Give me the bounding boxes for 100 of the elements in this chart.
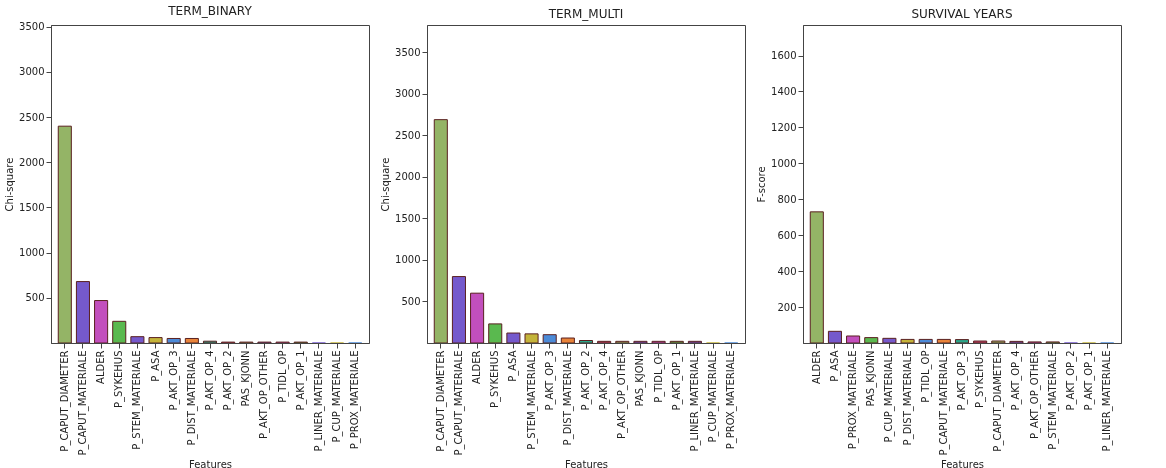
- bar: [451, 276, 466, 343]
- y-tick-label: 1000: [771, 157, 797, 169]
- y-axis-title: Chi-square: [380, 157, 392, 212]
- x-tick-label: P_STEM_MATERIALE: [131, 350, 144, 450]
- x-tick-label: P_AKT_OP_2: [580, 350, 592, 411]
- x-tick-label: P_LINER_MATERIALE: [312, 350, 325, 452]
- y-tick-label: 1400: [771, 85, 797, 97]
- x-tick-label: P_ASA: [828, 350, 841, 382]
- bar: [506, 332, 521, 343]
- x-tick-label: P_AKT_OP_4: [598, 350, 611, 411]
- x-tick-label: P_PROX_MATERIALE: [725, 350, 738, 450]
- x-tick-label: ALDER: [95, 350, 107, 384]
- x-tick-label: P_DIST_MATERIALE: [185, 350, 198, 446]
- x-tick-label: P_CUP_MATERIALE: [331, 350, 344, 443]
- y-tick-label: 200: [777, 301, 797, 313]
- bar: [846, 335, 861, 343]
- x-tick-label: P_AKT_OP_1: [294, 350, 307, 411]
- x-tick-label: P_CAPUT_MATERIALE: [937, 350, 950, 456]
- x-tick-label: P_DIST_MATERIALE: [901, 350, 914, 446]
- bar: [936, 338, 951, 343]
- x-tick-label: P_ASA: [507, 350, 520, 382]
- y-tick-label: 500: [25, 292, 45, 304]
- y-tick-label: 3000: [19, 66, 45, 78]
- x-tick-label: P_AKT_OP_4: [1010, 350, 1023, 411]
- x-tick-label: P_CAPUT_DIAMETER: [434, 350, 447, 452]
- y-tick-label: 2500: [395, 129, 421, 141]
- x-tick-label: P_SYKEHUS: [489, 350, 502, 409]
- bar: [184, 337, 199, 343]
- x-tick-label: P_LINER_MATERIALE: [1101, 350, 1114, 452]
- bar: [900, 338, 915, 343]
- y-tick-label: 1500: [19, 201, 45, 213]
- x-tick-label: P_AKT_OP_OTHER: [258, 350, 271, 439]
- x-tick-label: P_STEM_MATERIALE: [1046, 350, 1059, 450]
- bar: [578, 340, 594, 343]
- x-tick-label: P_CUP_MATERIALE: [883, 350, 896, 443]
- bar: [524, 333, 539, 343]
- x-tick-label: P_AKT_OP_OTHER: [616, 350, 629, 439]
- x-axis-title: Features: [565, 458, 608, 468]
- bar: [148, 337, 163, 343]
- x-tick-label: P_DIST_MATERIALE: [561, 350, 574, 446]
- y-tick-label: 1000: [395, 254, 421, 266]
- bar: [433, 119, 448, 343]
- y-tick-label: 3500: [19, 21, 45, 33]
- x-tick-label: P_PROX_MATERIALE: [349, 350, 362, 450]
- y-tick-label: 1000: [19, 247, 45, 259]
- bar: [94, 300, 109, 343]
- x-axis-title: Features: [189, 458, 232, 468]
- y-tick-label: 2000: [395, 171, 421, 183]
- x-tick-label: P_CAPUT_DIAMETER: [58, 350, 71, 452]
- x-tick-label: P_SYKEHUS: [974, 350, 987, 409]
- x-tick-label: P_CAPUT_MATERIALE: [76, 350, 89, 456]
- y-tick-label: 400: [777, 265, 797, 277]
- x-tick-label: P_AKT_OP_3: [543, 350, 556, 411]
- y-tick-label: 2000: [19, 156, 45, 168]
- x-tick-label: PAS_KJONN: [865, 350, 878, 407]
- x-tick-label: ALDER: [471, 350, 483, 384]
- x-tick-label: P_CAPUT_DIAMETER: [992, 350, 1005, 452]
- x-tick-label: ALDER: [810, 350, 822, 384]
- x-tick-label: P_STEM_MATERIALE: [525, 350, 538, 450]
- y-tick-label: 2500: [19, 111, 45, 123]
- y-tick-label: 3000: [395, 88, 421, 100]
- x-tick-label: P_SYKEHUS: [113, 350, 126, 409]
- y-tick-label: 600: [777, 229, 797, 241]
- x-tick-label: P_AKT_OP_2: [222, 350, 235, 411]
- bar: [166, 337, 181, 343]
- y-tick-label: 800: [777, 193, 797, 205]
- y-axis-title: Chi-square: [4, 157, 16, 212]
- bar: [57, 125, 72, 343]
- x-tick-label: P_AKT_OP_4: [204, 350, 216, 411]
- x-tick-label: P_CAPUT_MATERIALE: [452, 350, 465, 456]
- x-tick-label: PAS_KJONN: [240, 350, 253, 407]
- bar: [470, 292, 485, 343]
- bar: [918, 338, 933, 343]
- x-tick-label: P_AKT_OP_2: [1064, 350, 1077, 411]
- x-tick-label: P_AKT_OP_OTHER: [1028, 350, 1041, 439]
- x-tick-label: P_TIDL_OP: [652, 350, 665, 403]
- bar: [112, 320, 127, 343]
- chart-title: SURVIVAL YEARS: [911, 7, 1013, 21]
- y-tick-label: 1500: [395, 212, 421, 224]
- x-tick-label: P_TIDL_OP: [919, 350, 932, 403]
- y-tick-label: 500: [401, 295, 421, 307]
- bar: [130, 336, 145, 343]
- y-tick-label: 1600: [771, 50, 797, 62]
- bar: [809, 211, 824, 343]
- x-tick-label: P_AKT_OP_3: [956, 350, 968, 411]
- bar: [954, 339, 970, 343]
- y-tick-label: 1200: [771, 121, 797, 133]
- y-tick-label: 3500: [395, 46, 421, 58]
- x-tick-label: P_TIDL_OP: [276, 350, 289, 403]
- x-tick-label: P_PROX_MATERIALE: [847, 350, 860, 450]
- bar: [542, 334, 557, 343]
- x-tick-label: PAS_KJONN: [634, 350, 647, 407]
- bar: [864, 337, 879, 343]
- x-tick-label: P_AKT_OP_1: [670, 350, 683, 411]
- bar: [75, 281, 90, 343]
- x-tick-label: P_CUP_MATERIALE: [707, 350, 720, 443]
- bar: [882, 337, 897, 343]
- bar: [560, 337, 575, 343]
- chart-title: TERM_MULTI: [547, 7, 624, 21]
- x-tick-label: P_ASA: [149, 350, 162, 382]
